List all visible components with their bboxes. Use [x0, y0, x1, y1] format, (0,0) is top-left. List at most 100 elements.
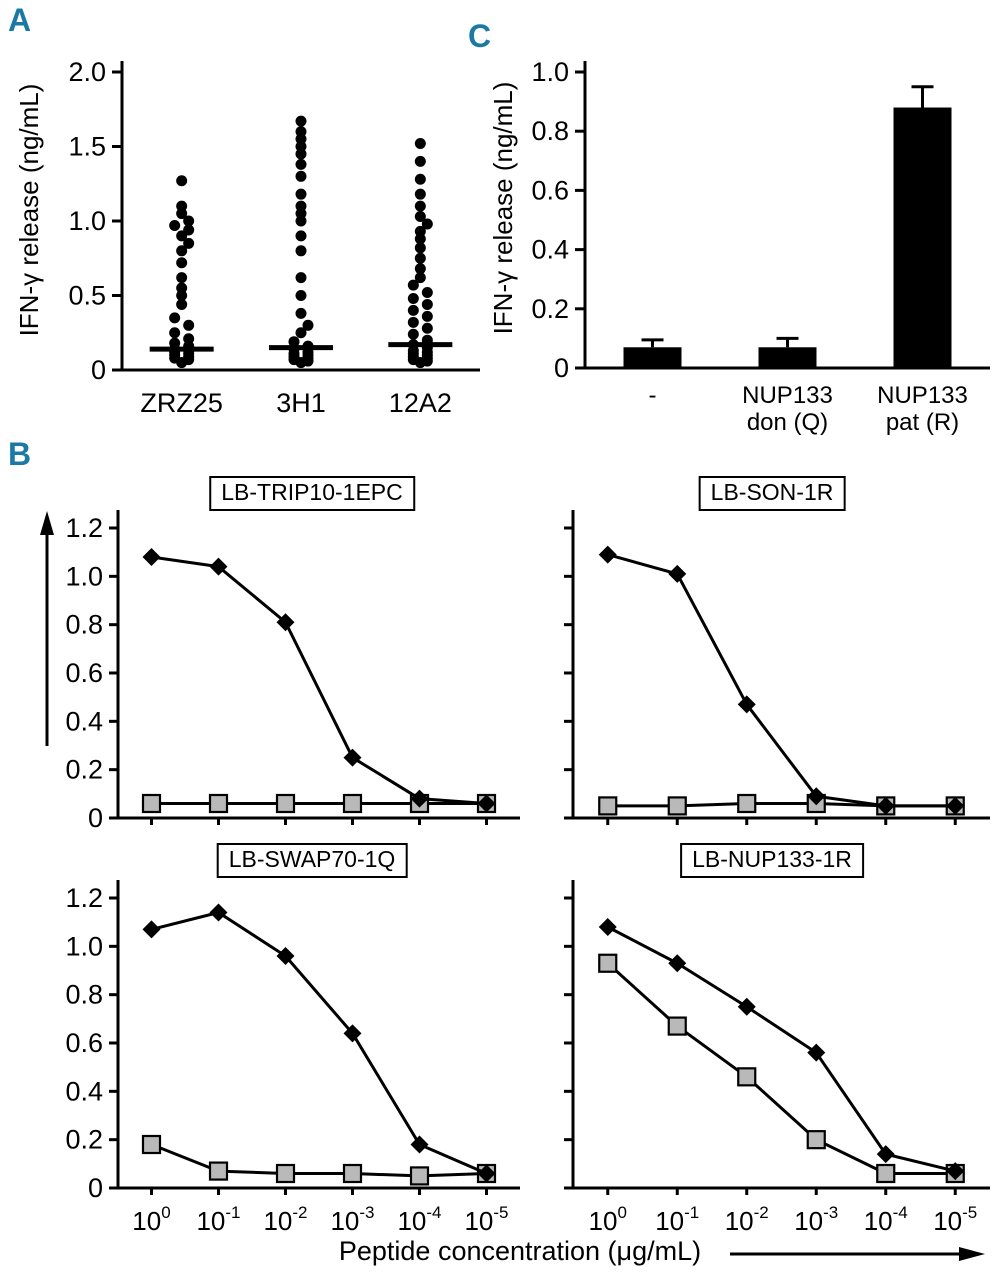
category-label: -: [649, 382, 657, 409]
x-tick-label: 10-3: [794, 1203, 838, 1236]
scatter-point: [183, 333, 195, 345]
series-line: [607, 925, 956, 1173]
scatter-point: [414, 272, 426, 284]
line-chart-lb-trip10-1epc: 0 0.2 0.4 0.6 0.8 1.0 1.2: [65, 510, 520, 833]
diamond-marker: [477, 1164, 496, 1183]
y-tick-label: 1.2: [65, 513, 103, 543]
diamond-marker: [343, 748, 362, 767]
y-tick-label: 0.8: [531, 116, 569, 146]
diamond-marker: [876, 1145, 895, 1164]
diamond-marker: [477, 794, 496, 813]
scatter-point: [295, 170, 307, 182]
y-tick-label: 0: [88, 803, 103, 833]
diamond-marker: [668, 954, 687, 973]
x-tick-label: 10-2: [263, 1203, 307, 1236]
square-marker: [141, 793, 162, 814]
diamond-marker: [142, 920, 161, 939]
x-tick-label: 10-3: [330, 1203, 374, 1236]
series-line: [606, 962, 956, 1175]
y-tick-label: 1.2: [65, 883, 103, 913]
arrow-head: [40, 511, 54, 535]
diamond-marker: [410, 789, 429, 808]
diamond-marker: [737, 695, 756, 714]
scatter-point: [169, 219, 181, 231]
scatter-point: [414, 242, 426, 254]
category-label: NUP133 pat (R): [877, 382, 968, 436]
y-tick-label: 0.4: [531, 235, 569, 265]
x-tick-label: 10-5: [933, 1203, 977, 1236]
scatter-point: [414, 173, 426, 185]
square-marker: [806, 1130, 826, 1150]
scatter-point: [169, 312, 181, 324]
series-line: [607, 553, 956, 808]
scatter-point: [176, 245, 188, 257]
square-marker: [598, 796, 618, 816]
scatter-point: [176, 282, 188, 294]
scatter-point: [407, 279, 419, 291]
series-line: [151, 555, 487, 805]
y-tick-label: 0.6: [65, 1028, 103, 1058]
diamond-marker: [276, 613, 295, 632]
scatter-point: [169, 337, 181, 349]
scatter-point: [295, 327, 307, 339]
square-marker: [342, 793, 363, 814]
x-tick-label: 100: [589, 1203, 627, 1236]
square-marker: [275, 793, 296, 814]
x-tick-label: 10-4: [864, 1203, 908, 1236]
scatter-point: [414, 225, 426, 237]
y-tick-label: 0.8: [65, 610, 103, 640]
category-label: NUP133 don (Q): [742, 382, 833, 436]
x-axis-arrow-icon: [730, 1247, 985, 1261]
y-tick-label: 0.2: [65, 755, 103, 785]
subplot-title-lb-nup133-1r: LB-NUP133-1R: [680, 843, 864, 878]
panel-c-label: C: [468, 18, 492, 54]
diamond-marker: [946, 796, 965, 815]
square-marker: [342, 1163, 363, 1184]
y-axis-arrow-icon: [40, 511, 54, 746]
scatter-point: [414, 211, 426, 223]
y-tick-label: 0.6: [65, 658, 103, 688]
scatter-point: [407, 292, 419, 304]
x-axis-title: Peptide concentration (μg/mL): [338, 1236, 702, 1266]
scatter-point: [302, 319, 314, 331]
scatter-point: [183, 215, 195, 227]
scatter-point: [176, 298, 188, 310]
subplot-title-lb-son-1r: LB-SON-1R: [698, 476, 846, 511]
x-tick-label: 10-5: [464, 1203, 508, 1236]
diamond-marker: [209, 557, 228, 576]
square-marker: [208, 1161, 229, 1181]
panel-a-label: A: [8, 2, 32, 38]
scatter-point: [421, 310, 433, 322]
panel-b-label: B: [8, 436, 32, 472]
scatter-point: [176, 257, 188, 269]
scatter-point: [295, 272, 307, 284]
y-tick-label: 0.8: [65, 980, 103, 1010]
square-marker: [667, 796, 687, 816]
y-tick-label: 1.5: [68, 132, 106, 162]
x-tick-label: 10-1: [655, 1203, 699, 1236]
square-marker: [667, 1016, 687, 1036]
diamond-marker: [343, 1024, 362, 1043]
subplot-title-lb-trip10-1epc: LB-TRIP10-1EPC: [209, 476, 415, 511]
panel-c-bar-chart: 0 0.2 0.4 0.6 0.8 1.0 - NUP133 don (Q) NUP133 pat …: [531, 57, 990, 436]
square-marker: [876, 1163, 896, 1184]
y-tick-label: 0.4: [65, 706, 103, 736]
y-tick-label: 0.2: [65, 1125, 103, 1155]
diamond-marker: [807, 1043, 826, 1062]
panel-a-scatter-chart: 0 0.5 1.0 1.5 2.0 ZRZ25 3H1 12A2: [68, 57, 480, 418]
bar: [623, 347, 682, 368]
scatter-point: [295, 307, 307, 319]
scatter-point: [295, 200, 307, 212]
series-line: [150, 1143, 487, 1178]
scatter-point: [183, 319, 195, 331]
scatter-point: [407, 316, 419, 328]
square-marker: [208, 793, 229, 814]
scatter-point: [414, 155, 426, 167]
diamond-marker: [946, 1162, 965, 1181]
diamond-marker: [598, 545, 617, 564]
square-marker: [141, 1134, 162, 1155]
square-marker: [275, 1163, 296, 1184]
scatter-point: [421, 298, 433, 310]
square-marker: [409, 1166, 430, 1186]
